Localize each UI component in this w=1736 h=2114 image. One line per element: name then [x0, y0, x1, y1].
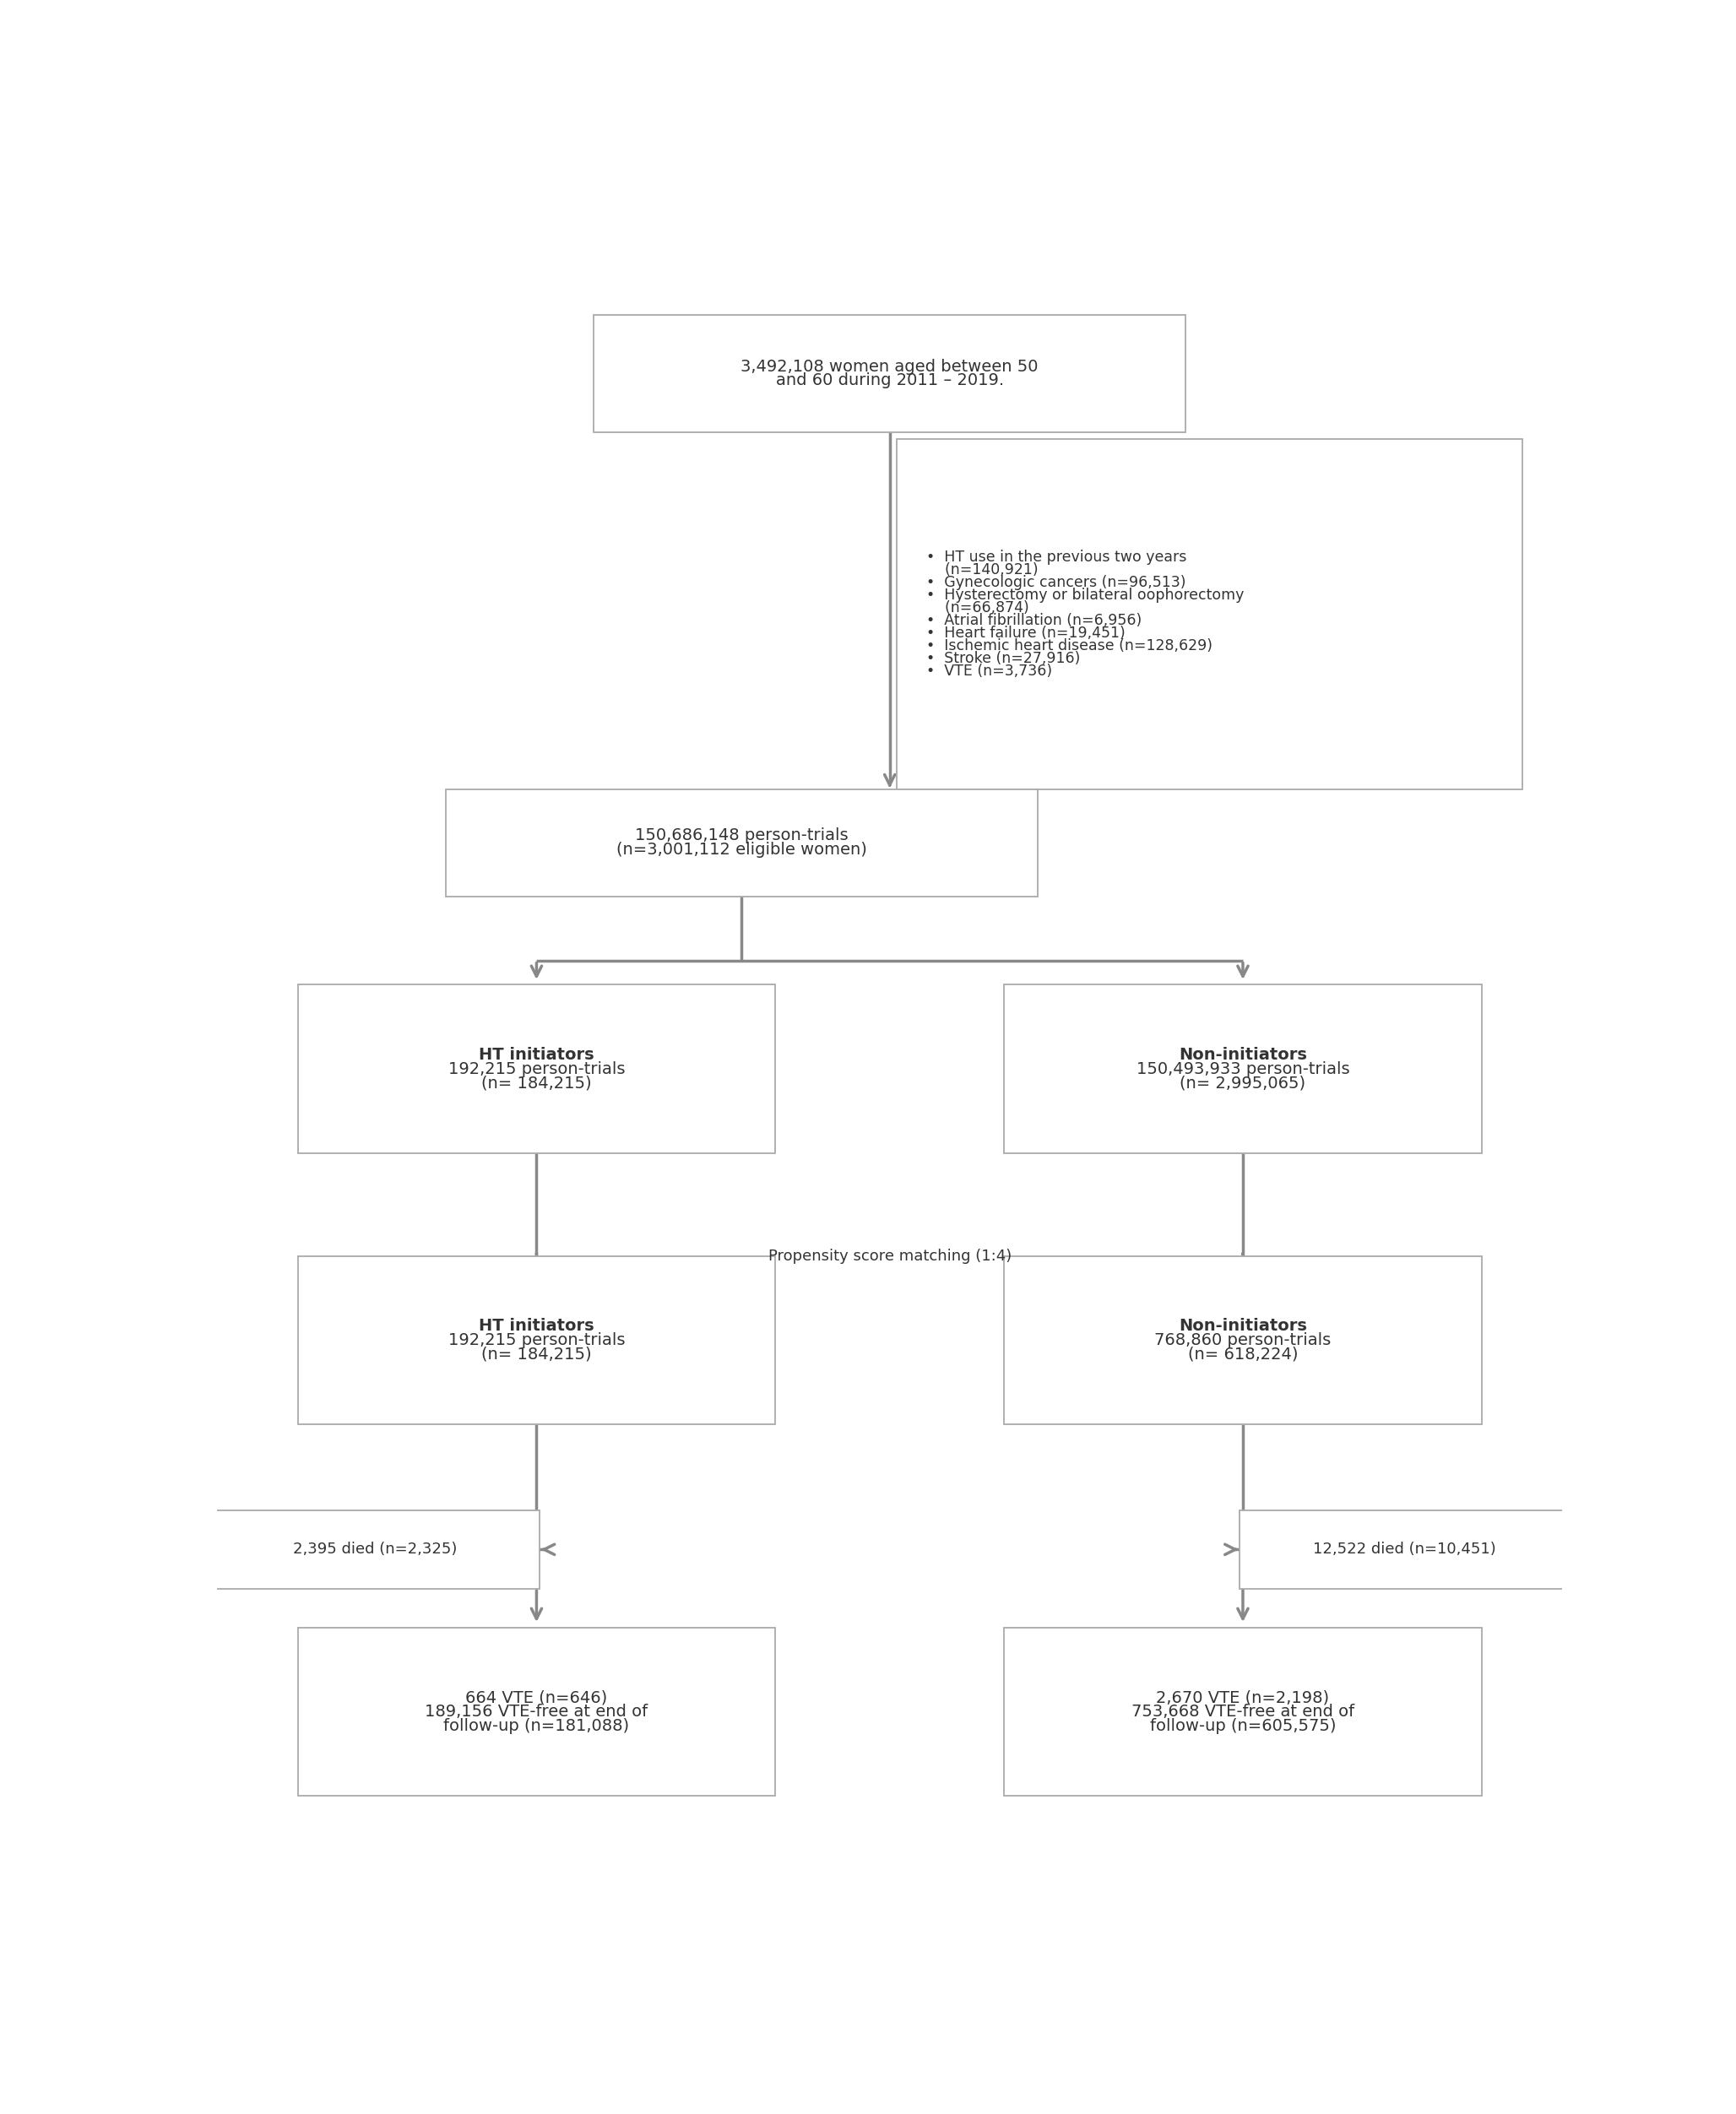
- Text: 192,215 person-trials: 192,215 person-trials: [448, 1332, 625, 1349]
- Text: (n= 184,215): (n= 184,215): [481, 1076, 592, 1091]
- Text: 3,492,108 women aged between 50: 3,492,108 women aged between 50: [741, 359, 1038, 374]
- Text: •  Gynecologic cancers (n=96,513): • Gynecologic cancers (n=96,513): [925, 575, 1186, 590]
- Text: 664 VTE (n=646): 664 VTE (n=646): [465, 1689, 608, 1706]
- FancyBboxPatch shape: [1240, 1509, 1569, 1590]
- Text: •  Heart failure (n=19,451): • Heart failure (n=19,451): [925, 626, 1125, 641]
- FancyBboxPatch shape: [1003, 1256, 1483, 1425]
- FancyBboxPatch shape: [1003, 985, 1483, 1154]
- Text: and 60 during 2011 – 2019.: and 60 during 2011 – 2019.: [776, 372, 1003, 389]
- Text: (n= 618,224): (n= 618,224): [1187, 1347, 1299, 1361]
- Text: •  VTE (n=3,736): • VTE (n=3,736): [925, 664, 1052, 679]
- Text: •  HT use in the previous two years: • HT use in the previous two years: [925, 550, 1186, 564]
- FancyBboxPatch shape: [896, 440, 1522, 789]
- Text: Non-initiators: Non-initiators: [1179, 1046, 1307, 1063]
- Text: 192,215 person-trials: 192,215 person-trials: [448, 1061, 625, 1076]
- Text: 2,670 VTE (n=2,198): 2,670 VTE (n=2,198): [1156, 1689, 1330, 1706]
- Text: 150,686,148 person-trials: 150,686,148 person-trials: [635, 827, 849, 843]
- Text: Non-initiators: Non-initiators: [1179, 1319, 1307, 1334]
- Text: 189,156 VTE-free at end of: 189,156 VTE-free at end of: [425, 1704, 648, 1719]
- Text: 753,668 VTE-free at end of: 753,668 VTE-free at end of: [1132, 1704, 1354, 1719]
- Text: 768,860 person-trials: 768,860 person-trials: [1154, 1332, 1332, 1349]
- Text: 150,493,933 person-trials: 150,493,933 person-trials: [1137, 1061, 1349, 1076]
- FancyBboxPatch shape: [299, 1256, 776, 1425]
- Text: (n= 2,995,065): (n= 2,995,065): [1180, 1076, 1305, 1091]
- Text: (n= 184,215): (n= 184,215): [481, 1347, 592, 1361]
- FancyBboxPatch shape: [594, 315, 1186, 431]
- Text: (n=3,001,112 eligible women): (n=3,001,112 eligible women): [616, 841, 866, 858]
- Text: •  Hysterectomy or bilateral oophorectomy: • Hysterectomy or bilateral oophorectomy: [925, 588, 1243, 602]
- FancyBboxPatch shape: [210, 1509, 540, 1590]
- Text: •  Stroke (n=27,916): • Stroke (n=27,916): [925, 651, 1080, 666]
- Text: (n=66,874): (n=66,874): [925, 600, 1029, 615]
- FancyBboxPatch shape: [1003, 1628, 1483, 1795]
- FancyBboxPatch shape: [299, 985, 776, 1154]
- Text: (n=140,921): (n=140,921): [925, 562, 1038, 577]
- Text: follow-up (n=181,088): follow-up (n=181,088): [444, 1719, 630, 1733]
- Text: •  Atrial fibrillation (n=6,956): • Atrial fibrillation (n=6,956): [925, 613, 1142, 628]
- Text: HT initiators: HT initiators: [479, 1046, 594, 1063]
- Text: •  Ischemic heart disease (n=128,629): • Ischemic heart disease (n=128,629): [925, 638, 1212, 653]
- FancyBboxPatch shape: [446, 789, 1038, 896]
- FancyBboxPatch shape: [299, 1628, 776, 1795]
- Text: 2,395 died (n=2,325): 2,395 died (n=2,325): [293, 1541, 457, 1558]
- Text: follow-up (n=605,575): follow-up (n=605,575): [1149, 1719, 1337, 1733]
- Text: 12,522 died (n=10,451): 12,522 died (n=10,451): [1312, 1541, 1496, 1558]
- Text: Propensity score matching (1:4): Propensity score matching (1:4): [767, 1249, 1012, 1264]
- Text: HT initiators: HT initiators: [479, 1319, 594, 1334]
